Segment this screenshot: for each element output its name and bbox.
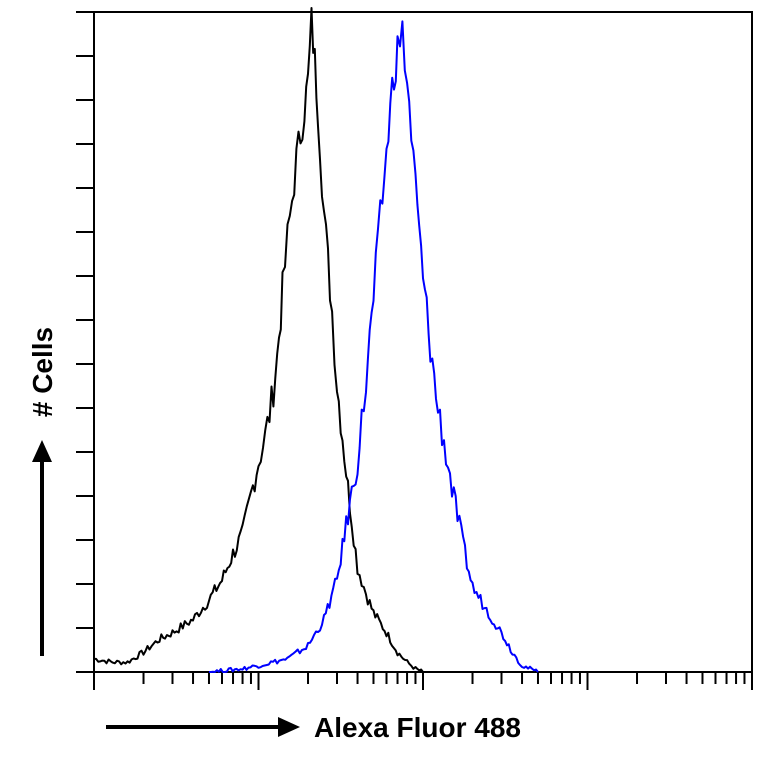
x-axis-title: Alexa Fluor 488 <box>314 712 521 743</box>
y-axis-arrowhead <box>32 440 52 462</box>
x-axis-ticks <box>93 672 753 690</box>
x-axis-arrowhead <box>278 717 300 737</box>
series-line-1 <box>94 7 424 673</box>
y-axis-ticks <box>76 11 94 673</box>
series-line-2 <box>209 20 539 673</box>
y-axis-title: # Cells <box>27 327 58 417</box>
series-layer <box>94 7 539 673</box>
plot-frame <box>93 11 753 673</box>
